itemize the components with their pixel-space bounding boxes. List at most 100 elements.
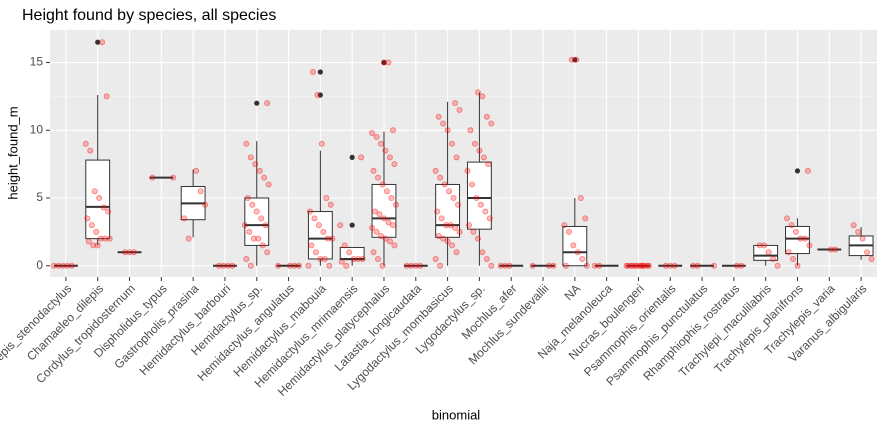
data-point [323,195,330,202]
data-point [435,113,442,120]
data-point [529,262,536,269]
data-point [255,235,262,242]
data-point [434,208,441,215]
data-point [383,188,390,195]
y-tick-label: 5 [36,190,43,204]
data-point [50,262,57,269]
data-point [479,93,486,100]
data-point [455,201,462,208]
data-point [317,255,324,262]
data-point [305,262,312,269]
data-point [359,255,366,262]
y-axis-label: height_found_m [5,106,20,199]
data-point [388,195,395,202]
data-point [312,249,319,256]
data-point [644,262,651,269]
data-point [291,262,298,269]
data-point [582,215,589,222]
data-point [337,222,344,229]
data-point [756,242,763,249]
data-point [320,228,327,235]
data-point [59,262,66,269]
data-point [309,69,316,76]
data-point [246,228,253,235]
data-point [662,262,669,269]
data-point [579,255,586,262]
data-point [261,174,268,181]
data-point [102,235,109,242]
data-point [380,59,387,66]
data-point [392,201,399,208]
data-point [456,106,463,113]
data-point [105,208,112,215]
data-point [244,195,251,202]
data-point [220,262,227,269]
data-point [636,262,643,269]
data-point [88,222,95,229]
data-point [373,134,380,141]
data-point [437,262,444,269]
data-point [550,262,557,269]
data-point [627,262,634,269]
data-point [497,262,504,269]
y-tick-label: 10 [30,122,44,136]
data-point [265,181,272,188]
data-point [765,249,772,256]
panel [50,30,877,277]
data-point [343,262,350,269]
data-point [370,249,377,256]
data-point [417,262,424,269]
data-point [99,39,106,46]
data-point [855,228,862,235]
data-point [488,262,495,269]
data-point [596,262,603,269]
data-point [482,208,489,215]
data-point [377,140,384,147]
data-point [130,249,137,256]
data-point [252,161,259,168]
data-point [91,188,98,195]
data-point [784,215,791,222]
data-point [385,59,392,66]
data-point [385,219,392,226]
data-point [253,208,260,215]
data-point [329,235,336,242]
box [785,225,810,255]
data-point [864,249,871,256]
data-point [241,222,248,229]
data-point [476,147,483,154]
box [307,211,333,260]
data-point [389,127,396,134]
data-point [792,228,799,235]
data-point [338,258,345,265]
data-point [373,228,380,235]
outlier [254,100,260,106]
data-point [671,262,678,269]
data-point [372,208,379,215]
data-point [197,188,204,195]
data-point [264,100,271,107]
box [244,197,270,246]
data-point [435,232,442,239]
data-point [859,235,866,242]
data-point [202,201,209,208]
data-point [577,195,584,202]
data-point [474,89,481,96]
data-point [375,255,382,262]
data-point [453,154,460,161]
data-point [126,249,133,256]
data-point [258,215,265,222]
data-point [432,255,439,262]
data-point [785,249,792,256]
outlier [317,92,323,98]
data-point [103,93,110,100]
data-point [94,242,101,249]
data-point [453,249,460,256]
data-point [506,262,513,269]
outlier [349,154,355,160]
data-point [306,208,313,215]
data-point [488,120,495,127]
data-point [369,224,376,231]
data-point [249,201,256,208]
y-tick-label: 0 [36,258,43,272]
